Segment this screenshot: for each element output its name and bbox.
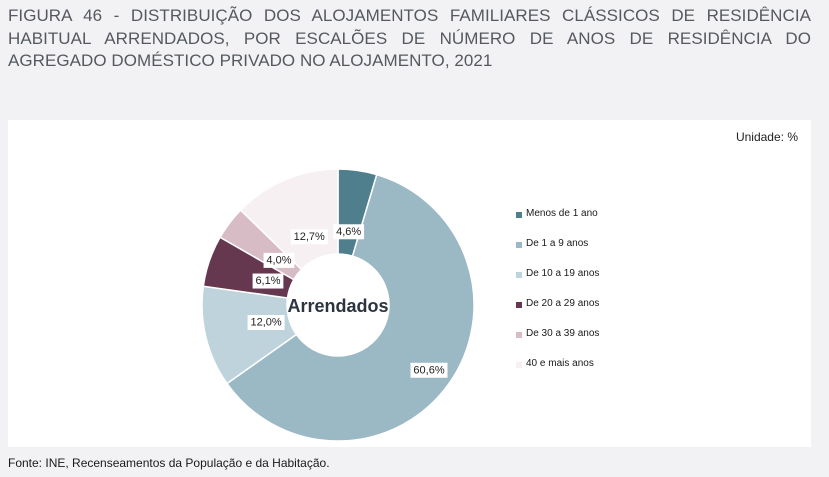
legend-item-de-30-a-39-anos: De 30 a 39 anos	[516, 328, 599, 358]
data-label-de-30-a-39-anos: 4,0%	[263, 252, 295, 268]
legend-label: 40 e mais anos	[526, 358, 594, 369]
data-label-40-e-mais-anos: 12,7%	[290, 229, 328, 245]
data-label-de-20-a-29-anos: 6,1%	[252, 273, 284, 289]
legend-item-de-1-a-9-anos: De 1 a 9 anos	[516, 238, 599, 268]
figure-title: FIGURA 46 - DISTRIBUIÇÃO DOS ALOJAMENTOS…	[8, 6, 811, 70]
chart-panel: Unidade: % 4,6% 60,6% 12,0% 6,1% 4,0% 12,7% A…	[8, 120, 811, 447]
legend-swatch	[516, 242, 522, 248]
legend-label: Menos de 1 ano	[526, 208, 598, 219]
legend-swatch	[516, 212, 522, 218]
legend-label: De 20 a 29 anos	[526, 298, 600, 309]
legend-swatch	[516, 332, 522, 338]
legend-item-de-20-a-29-anos: De 20 a 29 anos	[516, 298, 599, 328]
legend-swatch	[516, 362, 522, 368]
legend-item-menos-de-1-ano: Menos de 1 ano	[516, 208, 599, 238]
data-label-text: 4,0%	[266, 254, 291, 266]
legend-label: De 30 a 39 anos	[526, 328, 600, 339]
legend-label: De 1 a 9 anos	[526, 238, 589, 249]
data-labels-group: 4,6% 60,6% 12,0% 6,1% 4,0%12,7%	[247, 224, 448, 378]
data-label-de-10-a-19-anos: 12,0%	[247, 315, 285, 331]
legend-item-40-e-mais-anos: 40 e mais anos	[516, 358, 599, 388]
legend-swatch	[516, 272, 522, 278]
legend-label: De 10 a 19 anos	[526, 268, 600, 279]
chart-legend: Menos de 1 ano De 1 a 9 anos De 10 a 19 an…	[516, 208, 599, 388]
legend-item-de-10-a-19-anos: De 10 a 19 anos	[516, 268, 599, 298]
data-label-text: 4,6%	[336, 226, 361, 238]
data-label-text: 12,7%	[294, 231, 325, 243]
data-label-text: 60,6%	[413, 364, 444, 376]
legend-swatch	[516, 302, 522, 308]
data-label-text: 6,1%	[255, 275, 280, 287]
data-label-text: 12,0%	[250, 317, 281, 329]
data-label-de-1-a-9-anos: 60,6%	[410, 362, 448, 378]
data-label-menos-de-1-ano: 4,6%	[333, 224, 365, 240]
unit-label: Unidade: %	[735, 130, 798, 144]
source-note: Fonte: INE, Recenseamentos da População …	[8, 456, 330, 470]
donut-center-label: Arrendados	[287, 296, 388, 316]
donut-chart: 4,6% 60,6% 12,0% 6,1% 4,0%12,7% Arrendados	[201, 168, 475, 442]
